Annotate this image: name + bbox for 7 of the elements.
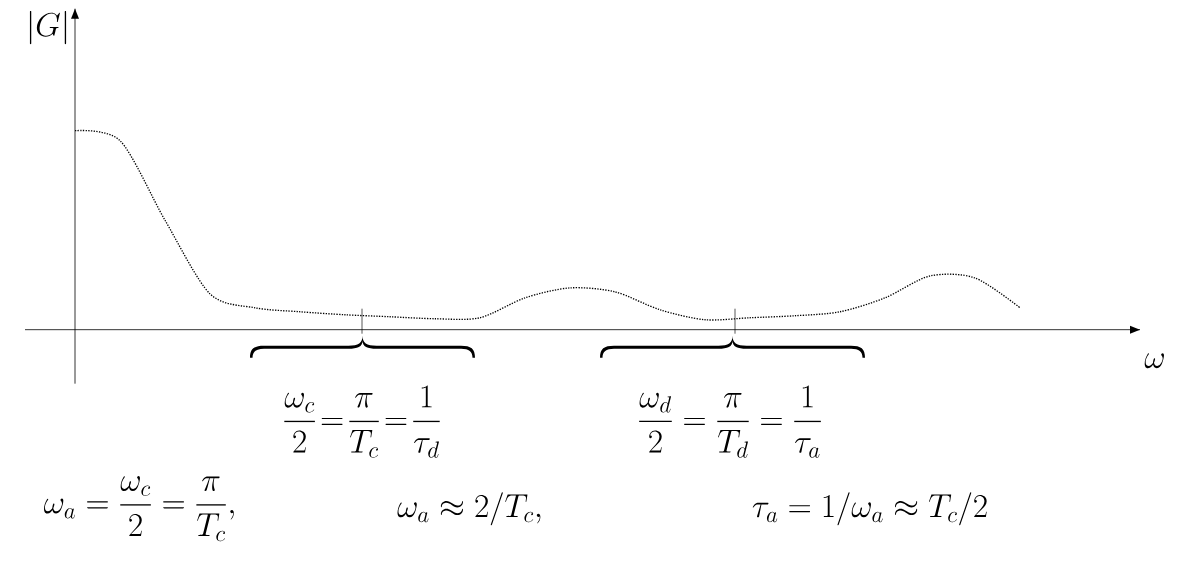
text: $\omega$	[1144, 353, 1164, 369]
text: $\frac{\omega_c}{2}\!=\!\frac{\pi}{T_c}\!=\!\frac{1}{\tau_d}$	[284, 385, 440, 458]
text: $\omega_a = \frac{\omega_c}{2} = \frac{\pi}{T_c},$	[44, 476, 234, 542]
text: $\omega_a \approx 2/T_c,$	[397, 492, 541, 526]
text: $|G|$	[29, 11, 67, 45]
text: $\tau_a = 1/\omega_a \approx T_c/2$	[752, 492, 987, 526]
text: $\frac{\omega_d}{2} = \frac{\pi}{T_d} = \frac{1}{\tau_a}$	[639, 385, 821, 458]
